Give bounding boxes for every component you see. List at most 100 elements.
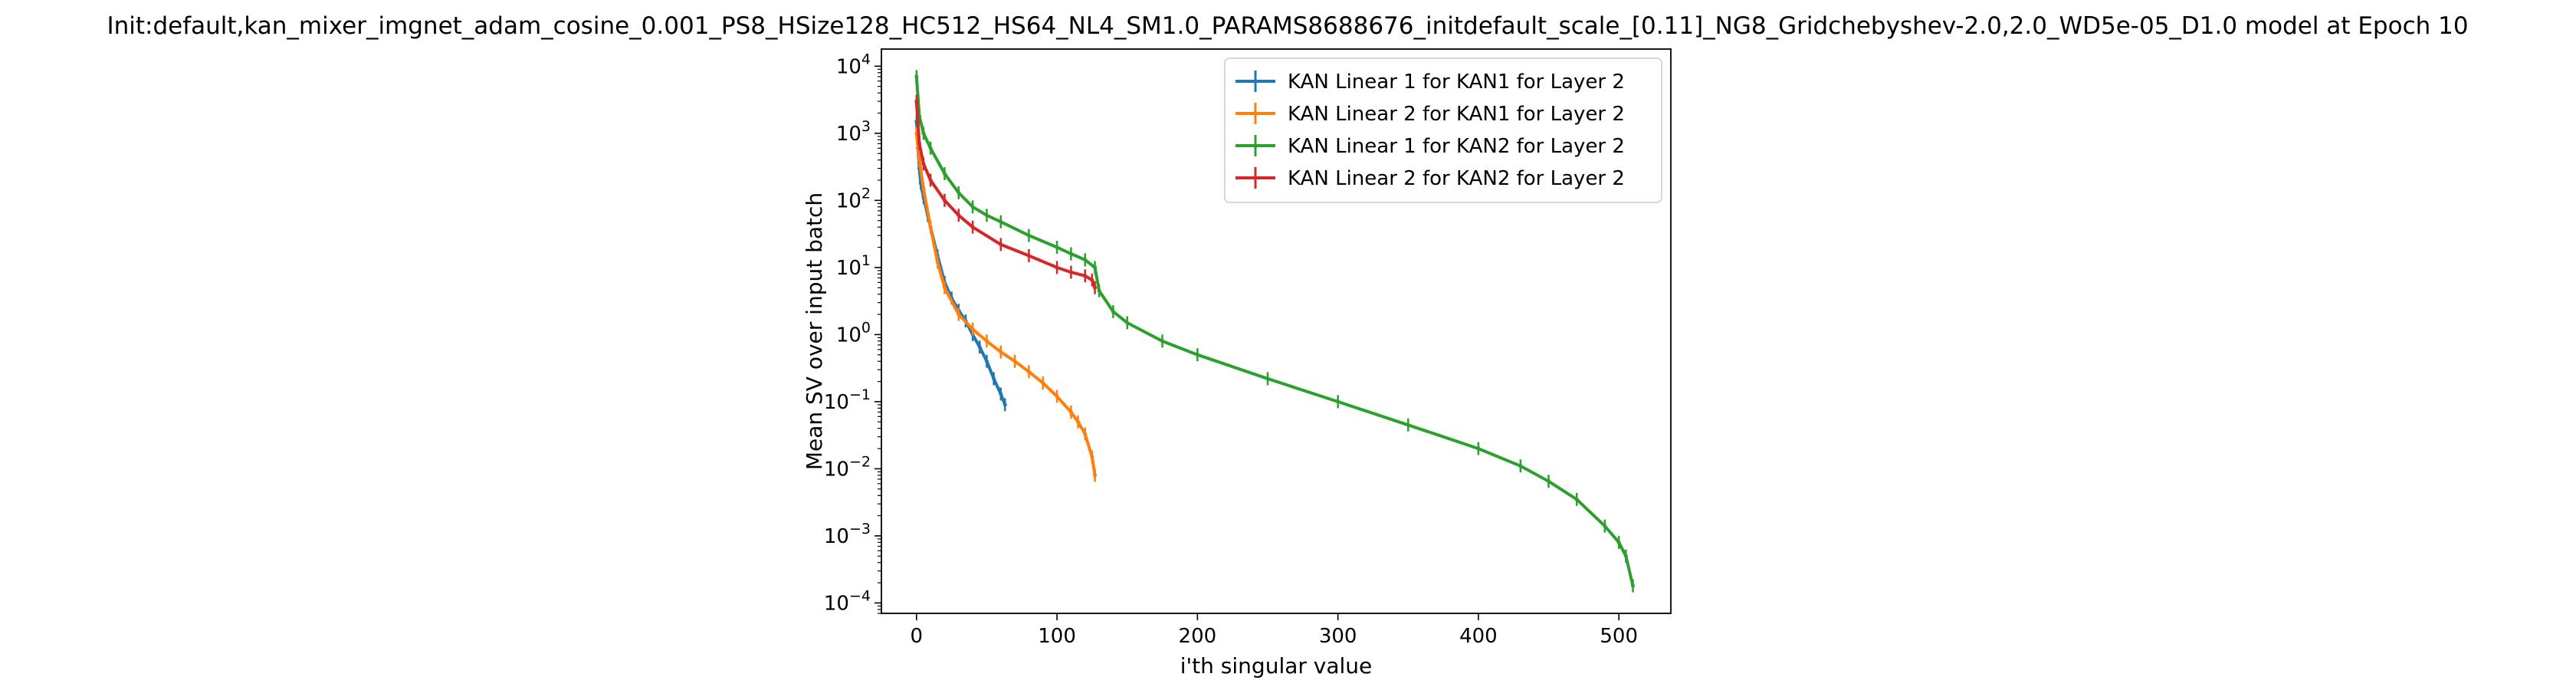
legend-label: KAN Linear 2 for KAN2 for Layer 2 (1288, 167, 1625, 190)
data-point (1076, 419, 1081, 424)
y-tick-label: 10−1 (824, 386, 871, 414)
data-point (928, 178, 933, 182)
data-point (942, 198, 947, 202)
legend-label: KAN Linear 1 for KAN1 for Layer 2 (1288, 71, 1625, 94)
data-point (1160, 339, 1165, 343)
series-line (914, 76, 1635, 587)
data-point (1041, 381, 1045, 386)
data-point (1093, 473, 1098, 478)
data-point (1518, 464, 1523, 468)
legend-label: KAN Linear 1 for KAN2 for Layer 2 (1288, 135, 1625, 158)
data-point (1055, 245, 1059, 250)
x-tick-label: 200 (1179, 625, 1217, 648)
data-point (1055, 394, 1059, 399)
data-point (999, 242, 1003, 247)
y-tick-label: 10−3 (824, 521, 871, 548)
plot-frame (881, 48, 1672, 614)
legend-item: KAN Linear 2 for KAN1 for Layer 2 (1235, 103, 1625, 126)
data-point (1631, 583, 1636, 588)
data-point (1083, 274, 1088, 278)
data-point (999, 219, 1003, 224)
data-point (1547, 479, 1551, 484)
data-point (928, 225, 933, 229)
data-point (1574, 497, 1579, 501)
data-point (1026, 370, 1031, 374)
data-point (914, 99, 919, 104)
ticks-layer: 0 100 200 300 400 500 10−4 10−3 10−2 10−1 100 101 10… (824, 51, 1638, 648)
y-tick-label: 10−4 (824, 587, 871, 615)
data-point (917, 158, 921, 163)
data-point (1093, 285, 1098, 290)
data-point (984, 213, 989, 218)
legend-item: KAN Linear 1 for KAN2 for Layer 2 (1235, 135, 1625, 158)
data-point (942, 172, 947, 176)
data-point (1336, 399, 1341, 404)
legend-box (1224, 58, 1662, 203)
data-point (942, 285, 947, 290)
legend-item: KAN Linear 2 for KAN2 for Layer 2 (1235, 167, 1625, 190)
data-point (921, 162, 926, 166)
data-point (921, 131, 926, 136)
data-point (992, 376, 996, 381)
data-point (1111, 309, 1115, 314)
x-tick-label: 100 (1038, 625, 1076, 648)
x-axis-label: i'th singular value (1180, 653, 1373, 679)
data-point (921, 186, 926, 191)
data-point (984, 359, 989, 363)
data-point (1623, 554, 1628, 558)
x-tick-label: 300 (1319, 625, 1357, 648)
data-point (1406, 422, 1410, 427)
data-point (1090, 278, 1094, 282)
data-point (970, 225, 975, 229)
y-tick-label: 102 (836, 185, 871, 212)
data-point (1476, 446, 1481, 451)
data-point (935, 260, 940, 265)
data-point (1090, 455, 1094, 459)
data-point (977, 345, 982, 350)
data-point (1195, 353, 1199, 357)
data-point (1068, 409, 1073, 414)
series-layer (914, 70, 1636, 593)
legend-item: KAN Linear 1 for KAN1 for Layer 2 (1235, 71, 1625, 94)
data-point (1068, 251, 1073, 256)
data-point (1265, 376, 1270, 381)
data-point (1003, 403, 1007, 407)
data-point (917, 141, 921, 146)
data-point (1097, 288, 1101, 293)
series-4 (914, 94, 1098, 294)
data-point (970, 327, 975, 331)
data-point (1055, 265, 1059, 270)
y-tick-label: 104 (836, 51, 871, 78)
data-point (1068, 270, 1073, 274)
data-point (1026, 233, 1031, 238)
y-tick-label: 100 (836, 319, 871, 347)
y-tick-label: 103 (836, 118, 871, 146)
x-tick-label: 400 (1459, 625, 1498, 648)
data-point (957, 312, 961, 317)
y-tick-label: 10−2 (824, 453, 871, 481)
data-point (999, 350, 1003, 354)
series-line (914, 100, 1097, 288)
x-tick-label: 500 (1600, 625, 1638, 648)
data-point (1603, 524, 1607, 528)
data-point (957, 190, 961, 195)
data-point (1083, 432, 1088, 436)
legend: KAN Linear 1 for KAN1 for Layer 2 KAN Lin… (1224, 58, 1662, 203)
series-2 (914, 127, 1098, 482)
data-point (1616, 540, 1621, 544)
data-point (1093, 265, 1098, 270)
data-point (984, 339, 989, 343)
data-point (970, 205, 975, 209)
data-point (1125, 320, 1130, 325)
data-point (1083, 258, 1088, 262)
data-point (957, 213, 961, 218)
series-3 (914, 70, 1636, 593)
data-point (1012, 359, 1017, 363)
legend-label: KAN Linear 2 for KAN1 for Layer 2 (1288, 103, 1625, 126)
chart-title: Init:default,kan_mixer_imgnet_adam_cosin… (107, 12, 2468, 40)
data-point (999, 392, 1003, 396)
x-tick-label: 0 (911, 625, 924, 648)
y-tick-label: 101 (836, 252, 871, 280)
